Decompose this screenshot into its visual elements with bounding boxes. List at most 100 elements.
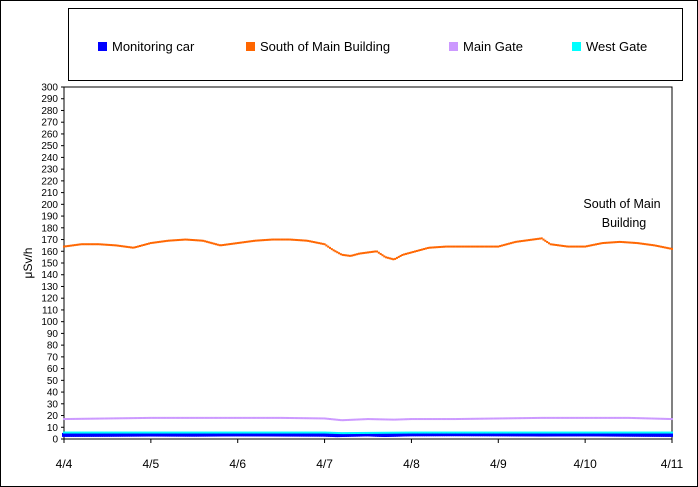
data-point bbox=[86, 243, 89, 246]
data-point bbox=[585, 431, 588, 434]
data-point bbox=[385, 256, 388, 259]
data-point bbox=[593, 431, 596, 434]
x-tick-label: 4/11 bbox=[661, 457, 684, 471]
data-point bbox=[359, 252, 362, 255]
data-point bbox=[187, 238, 190, 241]
data-point bbox=[318, 417, 321, 420]
data-point bbox=[111, 431, 114, 434]
x-tick-label: 4/10 bbox=[573, 457, 597, 471]
data-point bbox=[495, 417, 498, 420]
data-point bbox=[329, 246, 331, 249]
data-point bbox=[470, 431, 473, 434]
data-point bbox=[133, 431, 136, 434]
data-point bbox=[394, 418, 397, 421]
data-point bbox=[246, 432, 250, 437]
data-point bbox=[187, 431, 190, 434]
data-point bbox=[158, 431, 161, 434]
data-point bbox=[173, 431, 176, 434]
data-point bbox=[636, 417, 639, 420]
y-tick-label: 240 bbox=[41, 153, 58, 164]
data-point bbox=[435, 431, 438, 434]
data-point bbox=[528, 239, 531, 242]
data-point bbox=[457, 431, 460, 434]
data-point bbox=[453, 245, 456, 248]
data-point bbox=[652, 431, 655, 434]
data-point bbox=[70, 417, 73, 420]
data-point bbox=[549, 416, 552, 419]
data-point bbox=[560, 244, 563, 247]
data-point bbox=[622, 431, 625, 434]
data-point bbox=[252, 432, 255, 437]
data-point bbox=[466, 431, 469, 434]
data-point bbox=[186, 431, 189, 434]
data-point bbox=[376, 418, 379, 421]
data-point bbox=[491, 417, 494, 420]
data-point bbox=[413, 432, 417, 437]
data-point bbox=[611, 416, 614, 419]
data-point bbox=[512, 432, 516, 437]
data-point bbox=[208, 432, 212, 437]
data-point bbox=[668, 432, 672, 437]
data-point bbox=[428, 246, 431, 249]
data-point bbox=[578, 416, 581, 419]
data-point bbox=[285, 431, 288, 434]
data-point bbox=[433, 418, 436, 421]
data-point bbox=[646, 432, 650, 437]
data-point bbox=[555, 244, 558, 247]
data-point bbox=[160, 416, 163, 419]
data-point bbox=[399, 431, 402, 434]
data-point bbox=[323, 431, 326, 434]
data-point bbox=[336, 251, 339, 254]
data-point bbox=[391, 432, 395, 437]
data-point bbox=[267, 416, 270, 419]
data-point bbox=[495, 431, 498, 434]
data-point bbox=[220, 431, 223, 434]
data-point bbox=[446, 431, 449, 434]
data-point bbox=[347, 432, 351, 437]
data-point bbox=[66, 245, 69, 248]
data-point bbox=[210, 432, 214, 437]
data-point bbox=[544, 431, 547, 434]
data-point bbox=[636, 242, 639, 245]
data-point bbox=[289, 238, 292, 241]
data-point bbox=[455, 431, 458, 434]
data-point bbox=[185, 432, 189, 437]
data-point bbox=[543, 432, 547, 437]
data-point bbox=[139, 432, 143, 437]
data-point bbox=[486, 417, 489, 420]
data-point bbox=[272, 416, 275, 419]
data-point bbox=[77, 431, 80, 434]
data-point bbox=[383, 431, 386, 434]
data-point bbox=[110, 244, 113, 247]
data-point bbox=[475, 245, 478, 248]
data-point bbox=[167, 431, 170, 434]
data-point bbox=[499, 432, 503, 437]
legend-swatch-west-gate bbox=[572, 41, 581, 51]
data-point bbox=[459, 417, 462, 420]
data-point bbox=[119, 432, 123, 437]
data-point bbox=[534, 432, 538, 437]
data-point bbox=[629, 431, 632, 434]
data-point bbox=[426, 418, 429, 421]
data-point bbox=[380, 432, 384, 437]
data-point bbox=[592, 432, 596, 437]
data-point bbox=[419, 418, 422, 421]
data-point bbox=[424, 431, 427, 434]
data-point bbox=[466, 245, 469, 248]
data-point bbox=[300, 417, 303, 420]
data-point bbox=[669, 247, 672, 250]
data-point bbox=[577, 432, 581, 437]
data-point bbox=[80, 432, 84, 437]
data-point bbox=[584, 245, 587, 248]
data-point bbox=[615, 432, 619, 437]
data-point bbox=[171, 416, 174, 419]
data-point bbox=[370, 431, 373, 434]
data-point bbox=[84, 417, 87, 420]
data-point bbox=[559, 432, 563, 437]
data-point bbox=[119, 431, 122, 434]
data-point bbox=[549, 431, 552, 434]
data-point bbox=[225, 243, 228, 246]
data-point bbox=[146, 431, 149, 434]
data-point bbox=[91, 243, 94, 246]
data-point bbox=[386, 256, 389, 259]
